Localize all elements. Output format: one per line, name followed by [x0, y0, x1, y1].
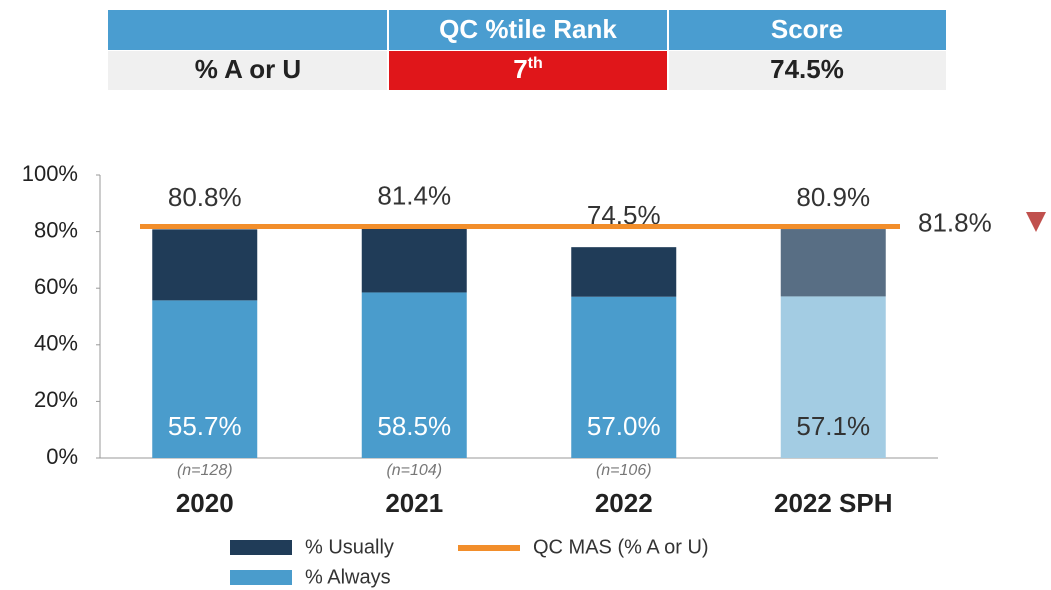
- trend-down-icon: [1026, 212, 1046, 232]
- legend-label: % Always: [305, 566, 391, 588]
- total-label: 80.8%: [168, 182, 242, 212]
- sublabel: (n=128): [177, 462, 233, 479]
- y-tick-label: 0%: [46, 444, 78, 469]
- total-label: 81.4%: [377, 181, 451, 211]
- bar-segment: [361, 292, 467, 458]
- y-tick-label: 60%: [34, 274, 78, 299]
- legend-swatch: [230, 540, 292, 555]
- value-label: 58.5%: [377, 411, 451, 441]
- bar-segment: [571, 247, 677, 297]
- column-header: Score: [771, 14, 843, 44]
- legend-label: % Usually: [305, 536, 394, 558]
- table-cell: [389, 51, 667, 90]
- y-tick-label: 40%: [34, 331, 78, 356]
- bar-segment: [152, 229, 258, 301]
- y-tick-label: 80%: [34, 217, 78, 242]
- x-tick-label: 2022: [595, 488, 653, 518]
- legend-swatch: [230, 570, 292, 585]
- rank: 7th: [513, 54, 543, 84]
- reference-label: 81.8%: [918, 207, 992, 237]
- total-label: 80.9%: [796, 182, 870, 212]
- bar-segment: [361, 227, 467, 293]
- y-tick-label: 20%: [34, 387, 78, 412]
- rank-value: 7: [513, 54, 527, 84]
- table-cell: [669, 51, 946, 90]
- y-tick-label: 100%: [22, 161, 78, 186]
- column-header: QC %tile Rank: [439, 14, 617, 44]
- sublabel: (n=104): [386, 462, 442, 479]
- x-tick-label: 2022 SPH: [774, 488, 893, 518]
- bar-segment: [780, 229, 886, 297]
- value-label: 57.1%: [796, 411, 870, 441]
- bar-segment: [152, 300, 258, 458]
- table-cell: [108, 51, 387, 90]
- table-header: [108, 10, 946, 50]
- bar-segment: [780, 296, 886, 458]
- score: 74.5%: [770, 54, 844, 84]
- value-label: 55.7%: [168, 411, 242, 441]
- row-label: % A or U: [195, 54, 301, 84]
- legend-label: QC MAS (% A or U): [533, 536, 709, 558]
- value-label: 57.0%: [587, 411, 661, 441]
- x-tick-label: 2020: [176, 488, 234, 518]
- sublabel: (n=106): [596, 462, 652, 479]
- rank-suffix: th: [528, 55, 543, 72]
- x-tick-label: 2021: [385, 488, 443, 518]
- bar-segment: [571, 296, 677, 458]
